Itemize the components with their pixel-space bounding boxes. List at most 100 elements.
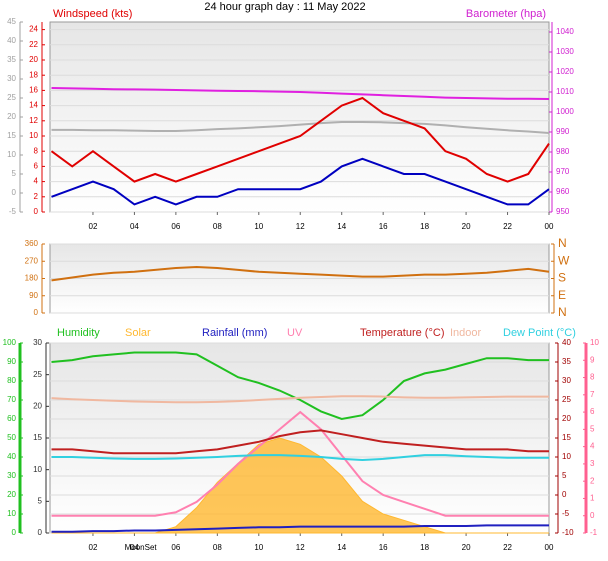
tick-label: 100 (3, 338, 17, 347)
line (51, 454, 549, 462)
tick-label: -5 (9, 207, 17, 216)
x-tick-label: 06 (171, 222, 180, 231)
tick-label: 1020 (556, 67, 574, 76)
legend-entry: Solar (125, 327, 151, 339)
legend-entry: Rainfall (mm) (202, 327, 267, 339)
tick-label: 20 (29, 55, 38, 64)
tick-label: 10 (590, 338, 599, 347)
tick-label: E (558, 288, 566, 302)
x-tick-label: 08 (213, 222, 222, 231)
tick-label: 80 (7, 376, 16, 385)
tick-label: 20 (562, 414, 571, 423)
tick-label: 45 (7, 17, 16, 26)
line (50, 96, 550, 183)
x-tick-label: 00 (545, 543, 554, 552)
line (51, 157, 550, 206)
x-tick-label: 04 (130, 543, 139, 552)
x-tick-label: 04 (130, 222, 139, 231)
tick-label: -10 (562, 528, 574, 537)
tick-label: 0 (562, 490, 567, 499)
tick-label: 10 (7, 150, 16, 159)
tick-label: 1030 (556, 47, 574, 56)
tick-label: 0 (38, 528, 43, 537)
tick-label: 16 (29, 86, 38, 95)
line (51, 351, 549, 421)
page-title: 24 hour graph day : 11 May 2022 (204, 1, 365, 13)
tick-label: 90 (7, 357, 16, 366)
legend-entry: Humidity (57, 327, 100, 339)
tick-label: 5 (590, 424, 595, 433)
tick-label: W (558, 253, 570, 267)
line (51, 395, 549, 404)
x-tick-label: 22 (503, 222, 512, 231)
plot-area (49, 21, 550, 213)
x-tick-label: 16 (379, 222, 388, 231)
annotation: MoonSet (125, 543, 158, 552)
tick-label: 18 (29, 70, 38, 79)
x-tick-label: 20 (462, 543, 471, 552)
tick-label: 0 (590, 511, 595, 520)
tick-label: 980 (556, 147, 570, 156)
tick-label: 25 (7, 93, 16, 102)
tick-label: 10 (29, 131, 38, 140)
line (51, 524, 549, 533)
x-tick-label: 20 (462, 222, 471, 231)
x-tick-label: 18 (420, 222, 429, 231)
tick-label: 40 (562, 338, 571, 347)
tick-label: 12 (29, 116, 38, 125)
tick-label: 10 (33, 465, 42, 474)
tick-label: N (558, 305, 567, 319)
x-tick-label: 12 (296, 543, 305, 552)
tick-label: 70 (7, 395, 16, 404)
barometer-label: Barometer (hpa) (466, 8, 546, 20)
tick-label: 360 (25, 239, 39, 248)
x-tick-label: 18 (420, 543, 429, 552)
line (51, 429, 549, 455)
tick-label: 0 (12, 528, 17, 537)
tick-label: 5 (562, 471, 567, 480)
tick-label: 960 (556, 187, 570, 196)
tick-label: 0 (34, 207, 39, 216)
x-tick-label: 22 (503, 543, 512, 552)
tick-label: 3 (590, 459, 595, 468)
tick-label: 15 (33, 433, 42, 442)
tick-label: 8 (34, 146, 39, 155)
tick-label: 180 (25, 274, 39, 283)
tick-label: 2 (590, 476, 595, 485)
line (51, 410, 549, 517)
tick-label: 970 (556, 167, 570, 176)
tick-label: 15 (7, 131, 16, 140)
line (51, 265, 550, 282)
line (51, 120, 550, 134)
tick-label: 0 (12, 188, 17, 197)
x-tick-label: 06 (171, 543, 180, 552)
tick-label: 1000 (556, 107, 574, 116)
x-tick-label: 14 (337, 543, 346, 552)
tick-label: 7 (590, 390, 595, 399)
tick-label: S (558, 271, 566, 285)
tick-label: 40 (7, 36, 16, 45)
tick-label: 30 (7, 74, 16, 83)
x-tick-label: 14 (337, 222, 346, 231)
x-tick-label: 00 (545, 222, 554, 231)
tick-label: 1040 (556, 27, 574, 36)
tick-label: 270 (25, 256, 39, 265)
tick-label: 30 (7, 471, 16, 480)
line (51, 87, 550, 100)
tick-label: 20 (7, 490, 16, 499)
tick-label: 14 (29, 101, 38, 110)
tick-label: 25 (562, 395, 571, 404)
tick-label: 20 (33, 401, 42, 410)
legend-entry: UV (287, 327, 303, 339)
tick-label: 950 (556, 207, 570, 216)
tick-label: 30 (562, 376, 571, 385)
x-tick-label: 08 (213, 543, 222, 552)
legend-entry: Indoor (450, 327, 482, 339)
x-tick-label: 02 (89, 222, 98, 231)
legend-entry: Dew Point (°C) (503, 327, 576, 339)
tick-label: 2 (34, 192, 39, 201)
tick-label: 1 (590, 494, 595, 503)
x-tick-label: 10 (254, 222, 263, 231)
tick-label: 90 (29, 291, 38, 300)
